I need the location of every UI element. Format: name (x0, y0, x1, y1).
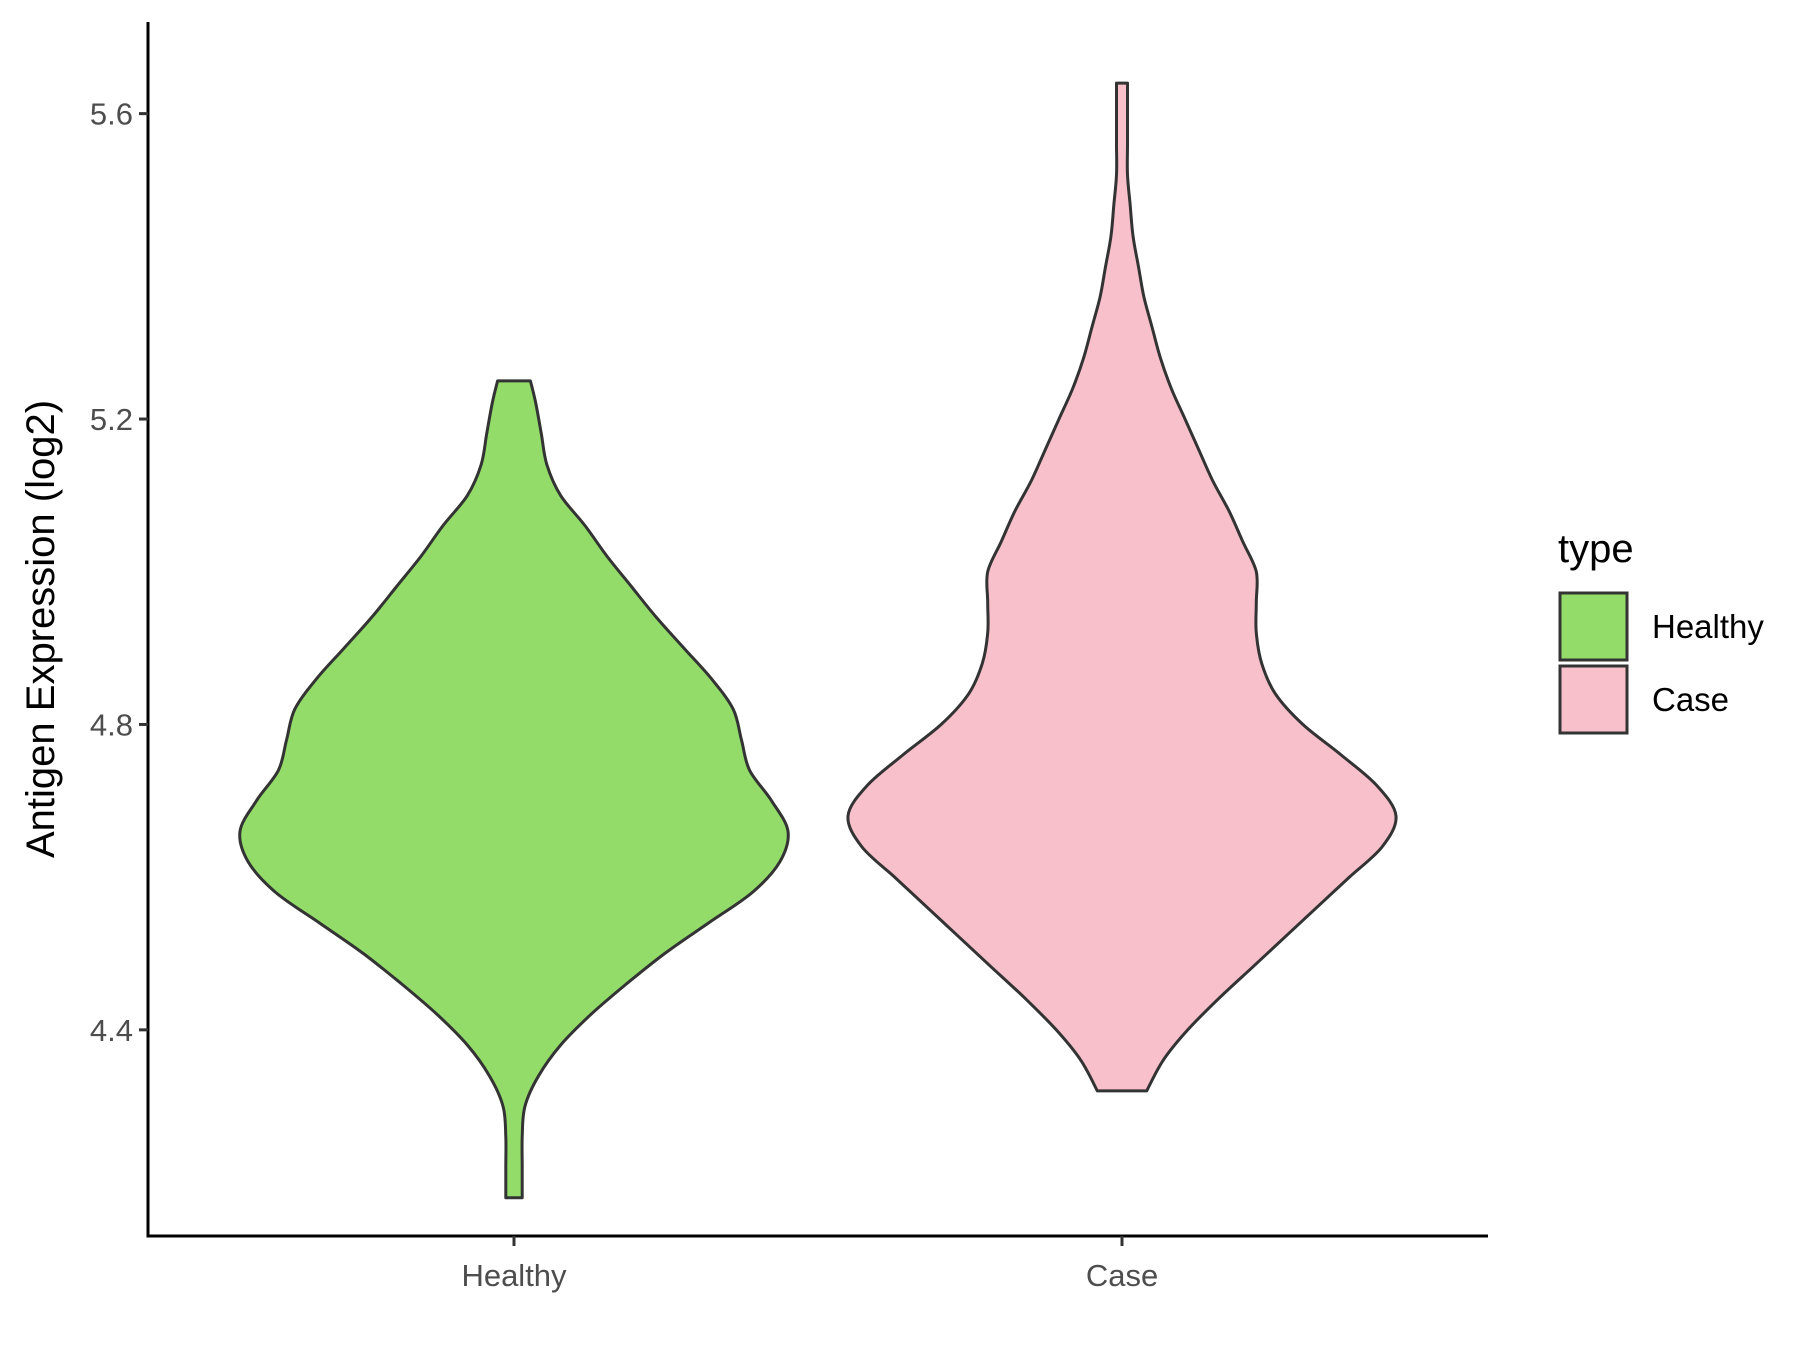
y-axis-title: Antigen Expression (log2) (19, 400, 63, 858)
y-tick-label: 5.2 (90, 402, 133, 437)
legend-label-case: Case (1652, 681, 1729, 718)
legend: type Healthy Case (1558, 527, 1764, 735)
violin-case (846, 81, 1398, 1093)
legend-label-healthy: Healthy (1652, 608, 1764, 645)
x-tick-label: Case (1086, 1258, 1158, 1293)
y-axis-ticks: 4.4 4.8 5.2 5.6 (90, 97, 148, 1048)
y-tick-label: 4.8 (90, 707, 133, 742)
violin-healthy (238, 379, 790, 1200)
violin-group (238, 81, 1398, 1200)
legend-key-healthy (1558, 591, 1629, 662)
y-tick-label: 5.6 (90, 97, 133, 132)
x-axis-ticks: Healthy Case (461, 1236, 1158, 1293)
x-tick-label: Healthy (461, 1258, 567, 1293)
y-tick-label: 4.4 (90, 1013, 133, 1048)
legend-title: type (1558, 527, 1634, 571)
legend-key-case (1558, 664, 1629, 735)
